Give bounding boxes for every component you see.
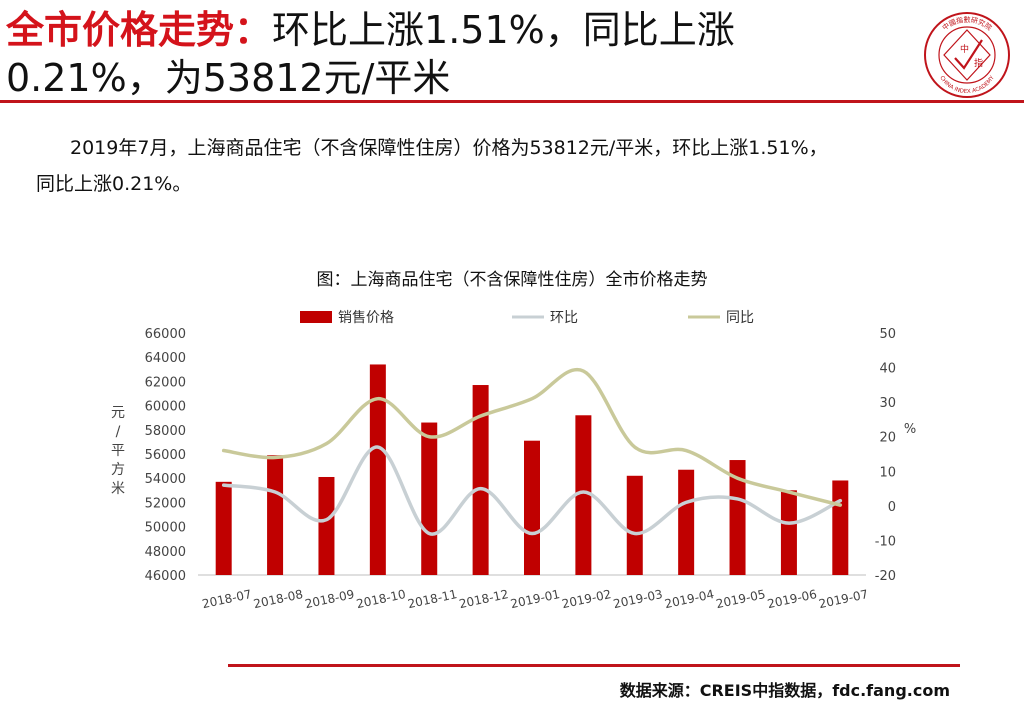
legend-label-0: 销售价格 — [338, 310, 394, 326]
legend-swatch-0 — [300, 311, 332, 323]
y-tick-label: 54000 — [145, 472, 186, 487]
footer-divider — [228, 664, 960, 667]
y-tick-label: 50000 — [145, 521, 186, 536]
bar-2019-04 — [678, 469, 695, 575]
x-tick-label: 2018-10 — [355, 587, 407, 611]
summary-paragraph: 2019年7月，上海商品住宅（不含保障性住房）价格为53812元/平米，环比上涨… — [36, 130, 986, 202]
line-mom — [221, 445, 843, 536]
y2-tick-label: -20 — [875, 569, 896, 584]
x-tick-label: 2019-04 — [663, 587, 715, 611]
x-tick-label: 2019-03 — [612, 587, 664, 611]
x-tick-label: 2019-07 — [817, 587, 869, 611]
bar-2018-07 — [215, 481, 232, 575]
bar-2019-06 — [780, 490, 797, 575]
legend-label-2: 同比 — [726, 310, 754, 326]
x-tick-label: 2018-11 — [406, 587, 458, 611]
y2-tick-label: 30 — [879, 396, 896, 411]
y-tick-label: 56000 — [145, 448, 186, 463]
page-title: 全市价格走势：环比上涨1.51%，同比上涨 0.21%，为53812元/平米 — [6, 6, 906, 102]
y2-tick-label: 0 — [888, 500, 896, 515]
y2-tick-label: 50 — [879, 327, 896, 342]
chart-title: 图：上海商品住宅（不含保障性住房）全市价格走势 — [317, 270, 708, 290]
y-tick-label: 48000 — [145, 545, 186, 560]
y-tick-label: 60000 — [145, 400, 186, 415]
summary-line-2: 同比上涨0.21%。 — [36, 173, 192, 195]
title-divider — [0, 100, 1024, 103]
y2-tick-label: -10 — [875, 534, 896, 549]
title-line-1-rest: 环比上涨1.51%，同比上涨 — [272, 8, 735, 52]
bar-2018-12 — [472, 385, 489, 575]
summary-line-1: 2019年7月，上海商品住宅（不含保障性住房）价格为53812元/平米，环比上涨… — [70, 137, 828, 159]
y-tick-label: 62000 — [145, 375, 186, 390]
title-line-2: 0.21%，为53812元/平米 — [6, 56, 451, 100]
y2-axis-label: % — [904, 422, 916, 437]
x-tick-label: 2018-09 — [304, 587, 356, 611]
y-axis-label-char: 元 — [111, 405, 125, 421]
logo-char-zhong: 中 — [960, 43, 969, 55]
y-tick-label: 58000 — [145, 424, 186, 439]
x-tick-label: 2018-07 — [201, 587, 253, 611]
y-tick-label: 64000 — [145, 351, 186, 366]
x-tick-label: 2018-12 — [458, 587, 510, 611]
legend-label-1: 环比 — [550, 310, 578, 326]
bar-2019-05 — [729, 460, 746, 575]
y2-tick-label: 20 — [879, 431, 896, 446]
x-tick-label: 2019-06 — [766, 587, 818, 611]
x-tick-label: 2019-05 — [715, 587, 767, 611]
y-tick-label: 46000 — [145, 569, 186, 584]
logo-char-zhi: 指 — [974, 57, 983, 69]
title-line-1: 全市价格走势：环比上涨1.51%，同比上涨 — [6, 6, 906, 54]
title-highlight: 全市价格走势： — [6, 8, 273, 52]
y2-tick-label: 40 — [879, 362, 896, 377]
x-tick-label: 2019-02 — [561, 587, 613, 611]
data-source: 数据来源：CREIS中指数据，fdc.fang.com — [619, 681, 950, 700]
bar-2018-09 — [318, 476, 335, 575]
y-tick-label: 66000 — [145, 327, 186, 342]
bar-2018-08 — [267, 455, 284, 575]
x-tick-label: 2019-01 — [509, 587, 561, 611]
bar-2019-01 — [524, 440, 540, 575]
bar-2019-02 — [575, 415, 592, 575]
bar-2019-07 — [832, 480, 849, 575]
line-yoy — [221, 367, 843, 507]
y-axis-label-char: 方 — [111, 462, 125, 478]
y-axis-label-char: 平 — [111, 443, 125, 459]
y2-tick-label: 10 — [879, 465, 896, 480]
bar-2018-11 — [421, 422, 438, 575]
y-axis-label-char: 米 — [111, 481, 125, 497]
x-tick-label: 2018-08 — [252, 587, 304, 611]
bar-2019-03 — [626, 475, 643, 575]
y-tick-label: 52000 — [145, 496, 186, 511]
y-axis-label-char: / — [116, 424, 121, 440]
bar-2018-10 — [369, 364, 386, 575]
